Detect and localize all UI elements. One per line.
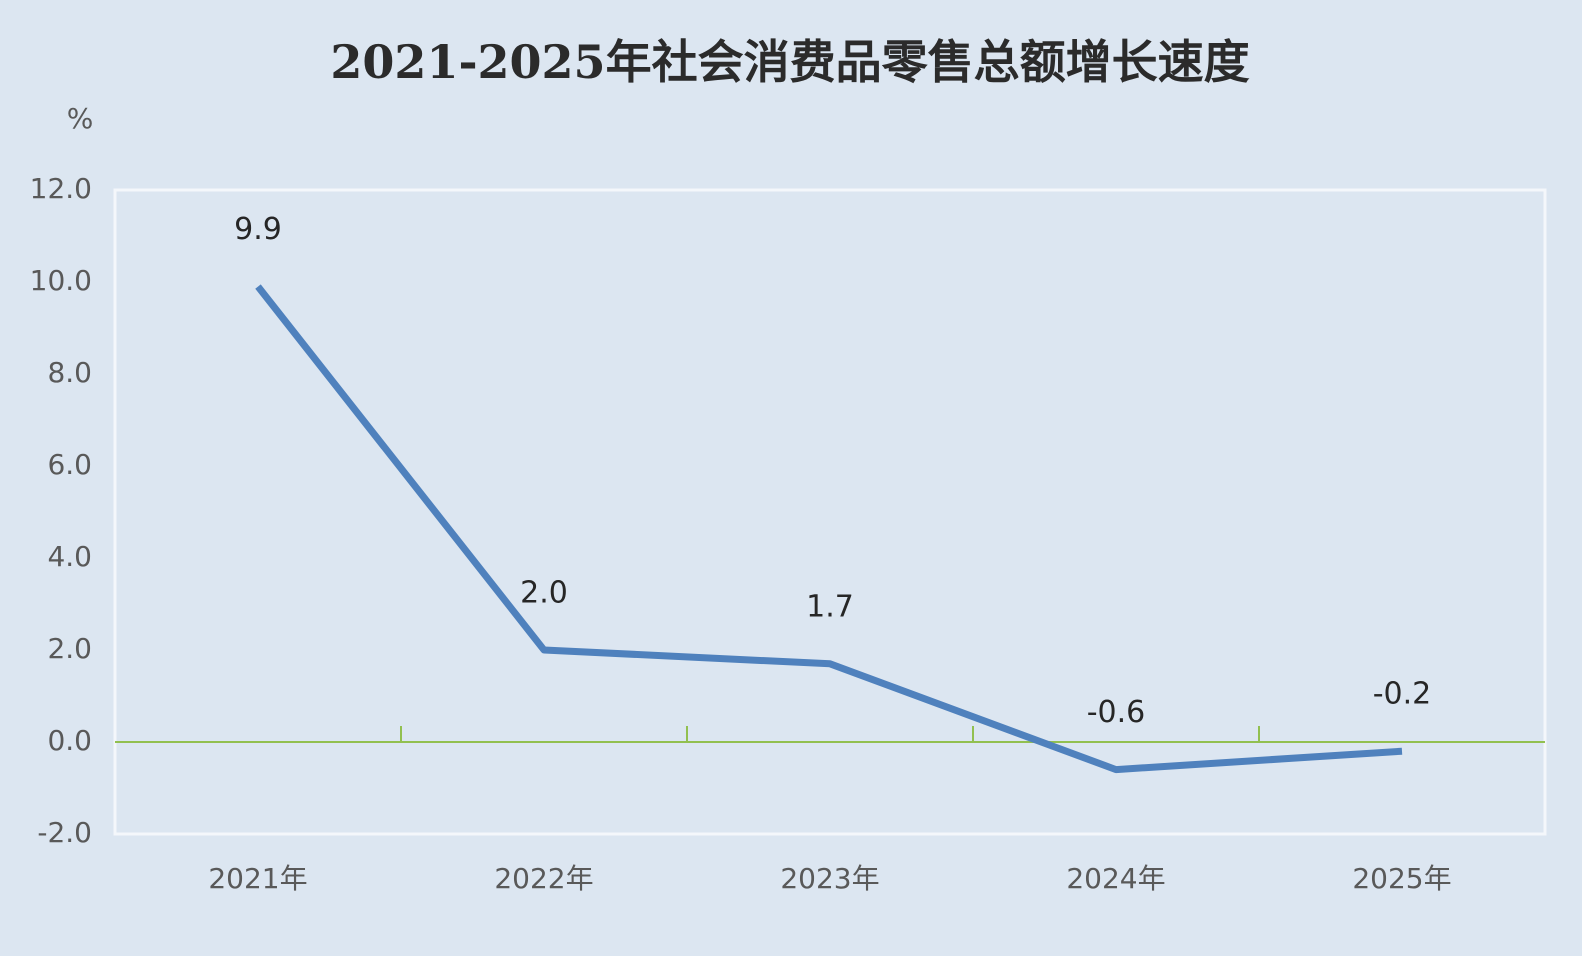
x-tick-label: 2022年	[494, 862, 593, 895]
data-label: -0.6	[1087, 695, 1146, 730]
data-label: -0.2	[1373, 677, 1432, 712]
x-tick-label: 2024年	[1066, 862, 1165, 895]
data-label: 9.9	[234, 212, 282, 247]
y-tick-label: -2.0	[37, 816, 92, 849]
x-tick-label: 2025年	[1352, 862, 1451, 895]
y-tick-label: 8.0	[47, 356, 92, 389]
y-tick-label: 4.0	[47, 540, 92, 573]
y-tick-label: 12.0	[30, 172, 92, 205]
data-label: 1.7	[806, 589, 854, 624]
y-axis-label: %	[67, 102, 94, 135]
y-tick-label: 6.0	[47, 448, 92, 481]
x-tick-label: 2021年	[208, 862, 307, 895]
x-tick-label: 2023年	[780, 862, 879, 895]
line	[255, 284, 1403, 774]
y-tick-label: 2.0	[47, 632, 92, 665]
chart-title: 2021-2025年社会消费品零售总额增长速度	[330, 35, 1249, 89]
y-tick-label: 0.0	[47, 724, 92, 757]
data-label: 2.0	[520, 576, 568, 611]
plot-area	[113, 188, 1547, 836]
y-tick-label: 10.0	[30, 264, 92, 297]
